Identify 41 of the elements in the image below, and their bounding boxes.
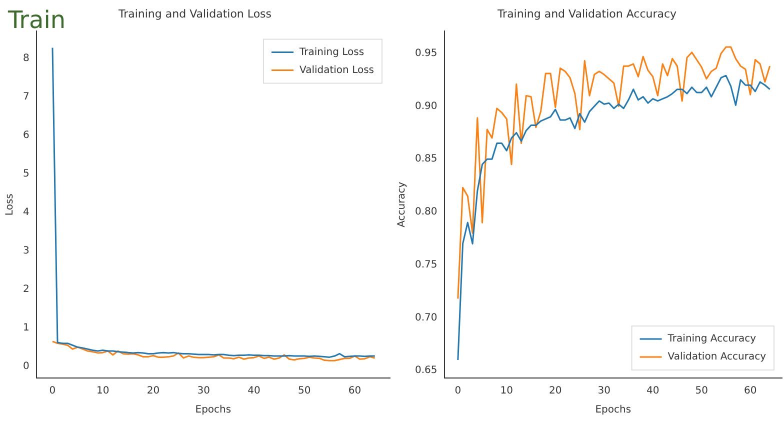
x-axis-title: Epochs — [595, 404, 632, 416]
x-tick-label: 10 — [500, 386, 514, 397]
y-tick-label: 0.75 — [415, 259, 438, 270]
y-tick-label: 7 — [22, 91, 30, 102]
y-tick-label: 0 — [22, 361, 30, 372]
legend-label: Training Loss — [298, 46, 364, 58]
y-tick-label: 2 — [22, 284, 30, 295]
y-axis-title: Loss — [4, 194, 16, 216]
x-tick-label: 30 — [197, 386, 210, 397]
x-tick-label: 60 — [744, 386, 757, 397]
y-tick-label: 0.85 — [415, 154, 438, 165]
legend-label: Training Accuracy — [666, 334, 756, 345]
y-tick-label: 0.95 — [415, 48, 438, 59]
legend-label: Validation Accuracy — [668, 352, 766, 363]
x-tick-label: 0 — [454, 386, 462, 397]
y-tick-label: 6 — [22, 130, 30, 141]
legend-label: Validation Loss — [300, 64, 374, 76]
y-tick-label: 1 — [22, 322, 30, 334]
y-tick-label: 0.90 — [415, 100, 438, 112]
x-tick-label: 50 — [298, 386, 311, 397]
x-axis-title: Epochs — [195, 404, 232, 416]
y-tick-label: 4 — [22, 206, 30, 218]
x-tick-label: 60 — [348, 386, 362, 397]
x-tick-label: 10 — [96, 386, 110, 397]
y-tick-label: 0.65 — [415, 365, 438, 376]
x-tick-label: 40 — [646, 386, 660, 397]
chart-title: Training and Validation Loss — [117, 7, 272, 20]
x-tick-label: 50 — [695, 386, 708, 397]
x-tick-label: 40 — [248, 386, 260, 397]
y-tick-label: 3 — [22, 245, 30, 256]
annotation: Train — [8, 6, 66, 34]
chart-title: Training and Validation Accuracy — [496, 7, 678, 20]
x-tick-label: 0 — [49, 386, 56, 397]
y-tick-label: 0.70 — [415, 312, 438, 324]
y-tick-label: 5 — [22, 168, 30, 180]
y-tick-label: 8 — [22, 52, 30, 64]
y-tick-label: 0.80 — [415, 206, 438, 218]
x-tick-label: 20 — [146, 386, 160, 397]
y-axis-title: Accuracy — [396, 182, 408, 228]
x-tick-label: 20 — [549, 386, 562, 397]
x-tick-label: 30 — [598, 386, 610, 397]
